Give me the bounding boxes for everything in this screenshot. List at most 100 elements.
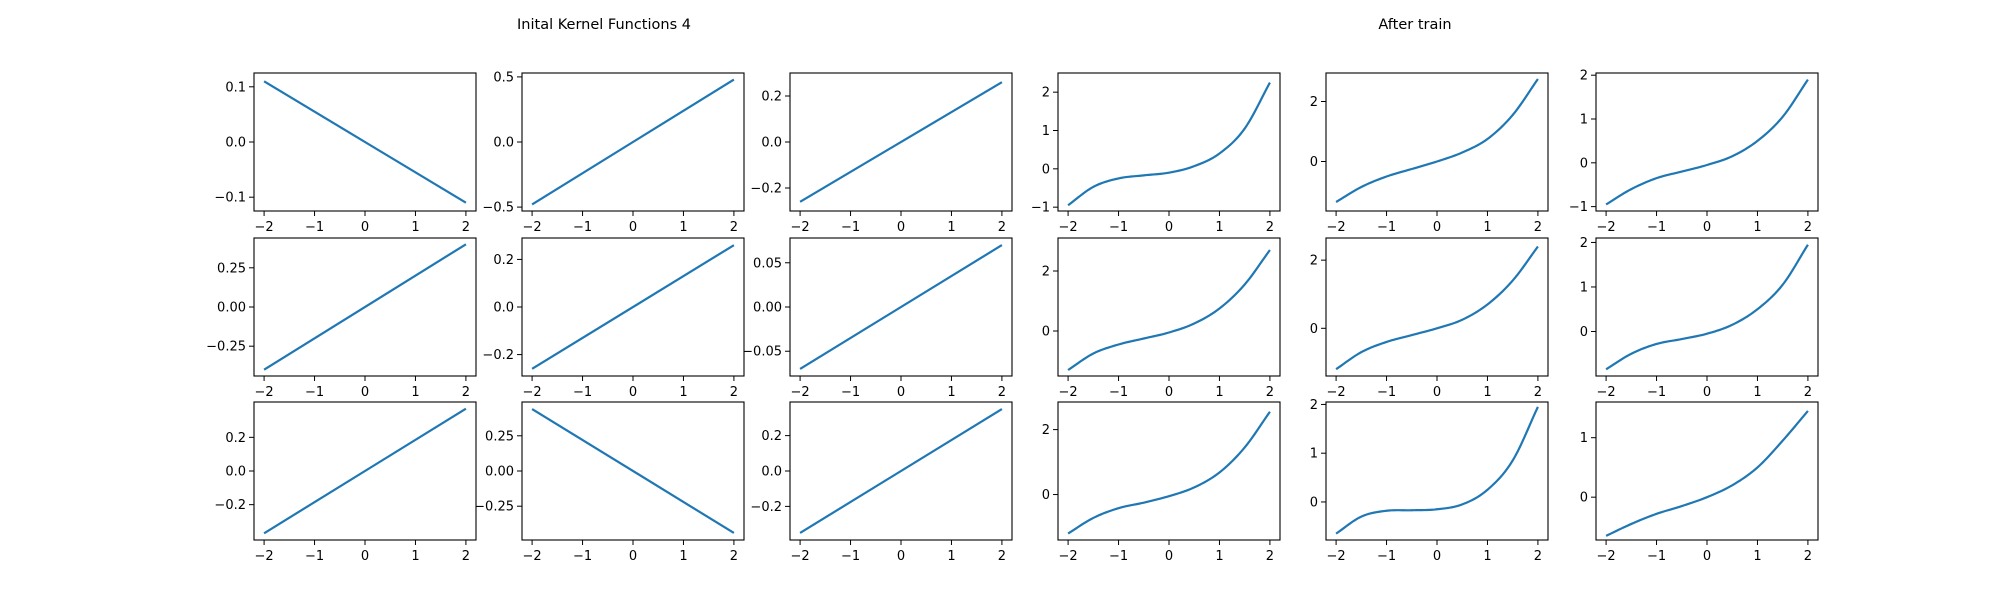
- x-tick-label: 1: [411, 385, 419, 400]
- y-tick-label: 1: [1310, 447, 1318, 462]
- subplot-r1-c3: −2 −1 0 1 2 0 2: [1042, 237, 1281, 400]
- y-tick-label: 0.0: [225, 465, 246, 480]
- y-tick-label: −0.25: [474, 500, 514, 515]
- y-tick-label: 1: [1580, 431, 1588, 446]
- subplot-r2-c3: −2 −1 0 1 2 0 2: [1042, 401, 1281, 564]
- x-tick-label: −1: [305, 549, 324, 564]
- y-tick-label: 0.00: [485, 465, 514, 480]
- x-tick-label: −1: [573, 385, 592, 400]
- y-tick-label: 0: [1580, 325, 1588, 340]
- x-tick-label: −2: [1597, 220, 1616, 235]
- subplot-r2-c4: −2 −1 0 1 2 0 1 2: [1310, 398, 1549, 564]
- y-tick-label: −0.2: [482, 348, 514, 363]
- y-tick-label: 0: [1580, 156, 1588, 171]
- title-initial-kernel-functions: Inital Kernel Functions 4: [517, 17, 691, 33]
- y-tick-label: 0.0: [761, 136, 782, 151]
- y-tick-label: 2: [1310, 398, 1318, 413]
- x-tick-label: −2: [1327, 385, 1346, 400]
- y-tick-label: 0.05: [753, 256, 782, 271]
- x-tick-label: −1: [1647, 220, 1666, 235]
- y-tick-label: 2: [1042, 265, 1050, 280]
- y-tick-label: 0.25: [485, 429, 514, 444]
- series-line-0: [799, 81, 1003, 203]
- x-tick-label: 0: [1433, 549, 1441, 564]
- x-tick-label: 0: [897, 385, 905, 400]
- series-line-0: [531, 78, 735, 206]
- x-tick-label: −1: [1647, 385, 1666, 400]
- series-line-0: [799, 408, 1003, 534]
- x-tick-label: 0: [1433, 220, 1441, 235]
- y-tick-label: 2: [1580, 69, 1588, 84]
- x-tick-label: −2: [1597, 385, 1616, 400]
- subplot-r1-c2: −2 −1 0 1 2 −0.05 0.00 0.05: [742, 237, 1013, 400]
- x-tick-label: 2: [462, 549, 470, 564]
- y-tick-label: −0.2: [214, 498, 246, 513]
- series-line-0: [263, 243, 467, 371]
- x-tick-label: 2: [998, 385, 1006, 400]
- x-tick-label: −1: [573, 220, 592, 235]
- x-tick-label: 0: [629, 549, 637, 564]
- subplot-r2-c1: −2 −1 0 1 2 −0.25 0.00 0.25: [474, 401, 745, 564]
- x-tick-label: −2: [1327, 549, 1346, 564]
- x-tick-label: 2: [1534, 549, 1542, 564]
- x-tick-label: 2: [730, 549, 738, 564]
- subplot-r2-c5: −2 −1 0 1 2 0 1: [1580, 401, 1819, 564]
- y-tick-label: 0: [1042, 162, 1050, 177]
- series-line-0: [1067, 82, 1271, 207]
- x-tick-label: 0: [1165, 220, 1173, 235]
- x-tick-label: 0: [361, 549, 369, 564]
- y-tick-label: 1: [1042, 124, 1050, 139]
- series-line-0: [1335, 245, 1539, 371]
- x-tick-label: −1: [1377, 549, 1396, 564]
- subplot-r0-c1: −2 −1 0 1 2 −0.5 0.0 0.5: [482, 70, 745, 235]
- x-tick-label: 1: [679, 385, 687, 400]
- x-tick-label: 1: [1215, 220, 1223, 235]
- y-tick-label: 2: [1042, 86, 1050, 101]
- x-tick-label: −1: [1647, 549, 1666, 564]
- y-tick-label: −0.1: [214, 191, 246, 206]
- x-tick-label: −1: [305, 220, 324, 235]
- subplot-r0-c4: −2 −1 0 1 2 0 2: [1310, 72, 1549, 235]
- y-tick-label: 0.25: [217, 261, 246, 276]
- x-tick-label: 0: [1165, 549, 1173, 564]
- x-tick-label: 1: [411, 220, 419, 235]
- x-tick-label: 1: [1483, 385, 1491, 400]
- axes-frame: [1595, 401, 1819, 541]
- x-tick-label: 1: [947, 220, 955, 235]
- x-tick-label: −1: [841, 220, 860, 235]
- y-tick-label: 2: [1310, 254, 1318, 269]
- x-tick-label: −1: [305, 385, 324, 400]
- y-tick-label: 2: [1310, 95, 1318, 110]
- x-tick-label: 0: [1703, 549, 1711, 564]
- x-tick-label: 2: [1266, 220, 1274, 235]
- y-tick-label: −0.2: [750, 182, 782, 197]
- x-tick-label: 1: [1483, 220, 1491, 235]
- x-tick-label: 2: [1804, 220, 1812, 235]
- x-tick-label: 2: [1534, 385, 1542, 400]
- x-tick-label: −2: [791, 549, 810, 564]
- x-tick-label: −2: [791, 385, 810, 400]
- x-tick-label: −1: [841, 549, 860, 564]
- subplot-r1-c5: −2 −1 0 1 2 0 1 2: [1580, 236, 1819, 400]
- y-tick-label: 0: [1310, 322, 1318, 337]
- x-tick-label: 2: [462, 385, 470, 400]
- y-tick-label: 2: [1580, 236, 1588, 251]
- subplot-r2-c2: −2 −1 0 1 2 −0.2 0.0 0.2: [750, 401, 1013, 564]
- x-tick-label: 2: [1534, 220, 1542, 235]
- y-tick-label: −0.2: [750, 500, 782, 515]
- x-tick-label: −1: [1109, 220, 1128, 235]
- y-tick-label: 0.1: [225, 80, 246, 95]
- y-tick-label: 0: [1310, 155, 1318, 170]
- y-tick-label: −1: [1031, 201, 1050, 216]
- x-tick-label: 1: [1215, 385, 1223, 400]
- y-tick-label: 0: [1580, 491, 1588, 506]
- x-tick-label: 0: [1433, 385, 1441, 400]
- x-tick-label: 2: [730, 220, 738, 235]
- x-tick-label: −1: [1377, 385, 1396, 400]
- y-tick-label: 0.2: [761, 90, 782, 105]
- x-tick-label: 2: [1266, 549, 1274, 564]
- y-tick-label: 0.00: [217, 301, 246, 316]
- x-tick-label: −2: [1059, 220, 1078, 235]
- x-tick-label: −2: [1059, 385, 1078, 400]
